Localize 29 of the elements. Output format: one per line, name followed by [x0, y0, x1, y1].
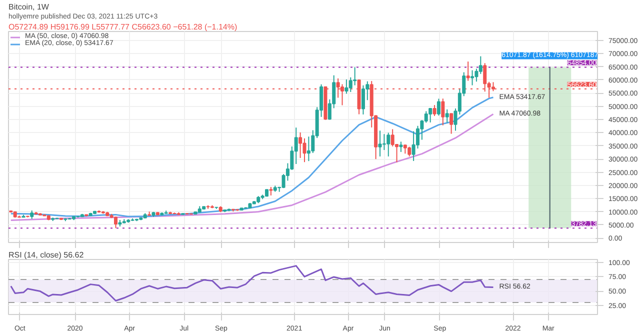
- candlestick: [474, 68, 478, 82]
- candlestick: [403, 144, 407, 154]
- candlestick: [428, 107, 432, 123]
- candlestick: [114, 216, 118, 229]
- candlestick: [399, 141, 403, 152]
- candlestick: [361, 84, 365, 115]
- candlestick: [348, 76, 352, 92]
- chart-subtitle: O57274.89 H59176.99 L55777.77 C56623.60 −651.28 (−1.14%): [8, 22, 238, 32]
- candlestick: [466, 61, 470, 82]
- candlestick: [470, 70, 474, 86]
- chart-title: Bitcoin, 1W: [8, 2, 50, 12]
- candlestick: [306, 136, 310, 162]
- line-series: [10, 265, 494, 302]
- candlestick: [378, 130, 382, 157]
- candlestick: [344, 78, 348, 94]
- candlestick: [386, 132, 390, 157]
- candlestick: [353, 66, 357, 86]
- candlestick: [436, 98, 440, 116]
- candlestick: [432, 104, 436, 117]
- candlestick: [390, 128, 394, 147]
- line-series: [10, 96, 494, 218]
- candlestick: [441, 98, 445, 126]
- candlestick: [450, 113, 454, 134]
- candlestick: [445, 108, 449, 124]
- candlestick: [382, 134, 386, 151]
- candlestick: [478, 56, 482, 74]
- candlestick: [408, 146, 412, 157]
- candlestick: [298, 132, 302, 158]
- chart-title: RSI (14, close) 56.62: [8, 250, 84, 260]
